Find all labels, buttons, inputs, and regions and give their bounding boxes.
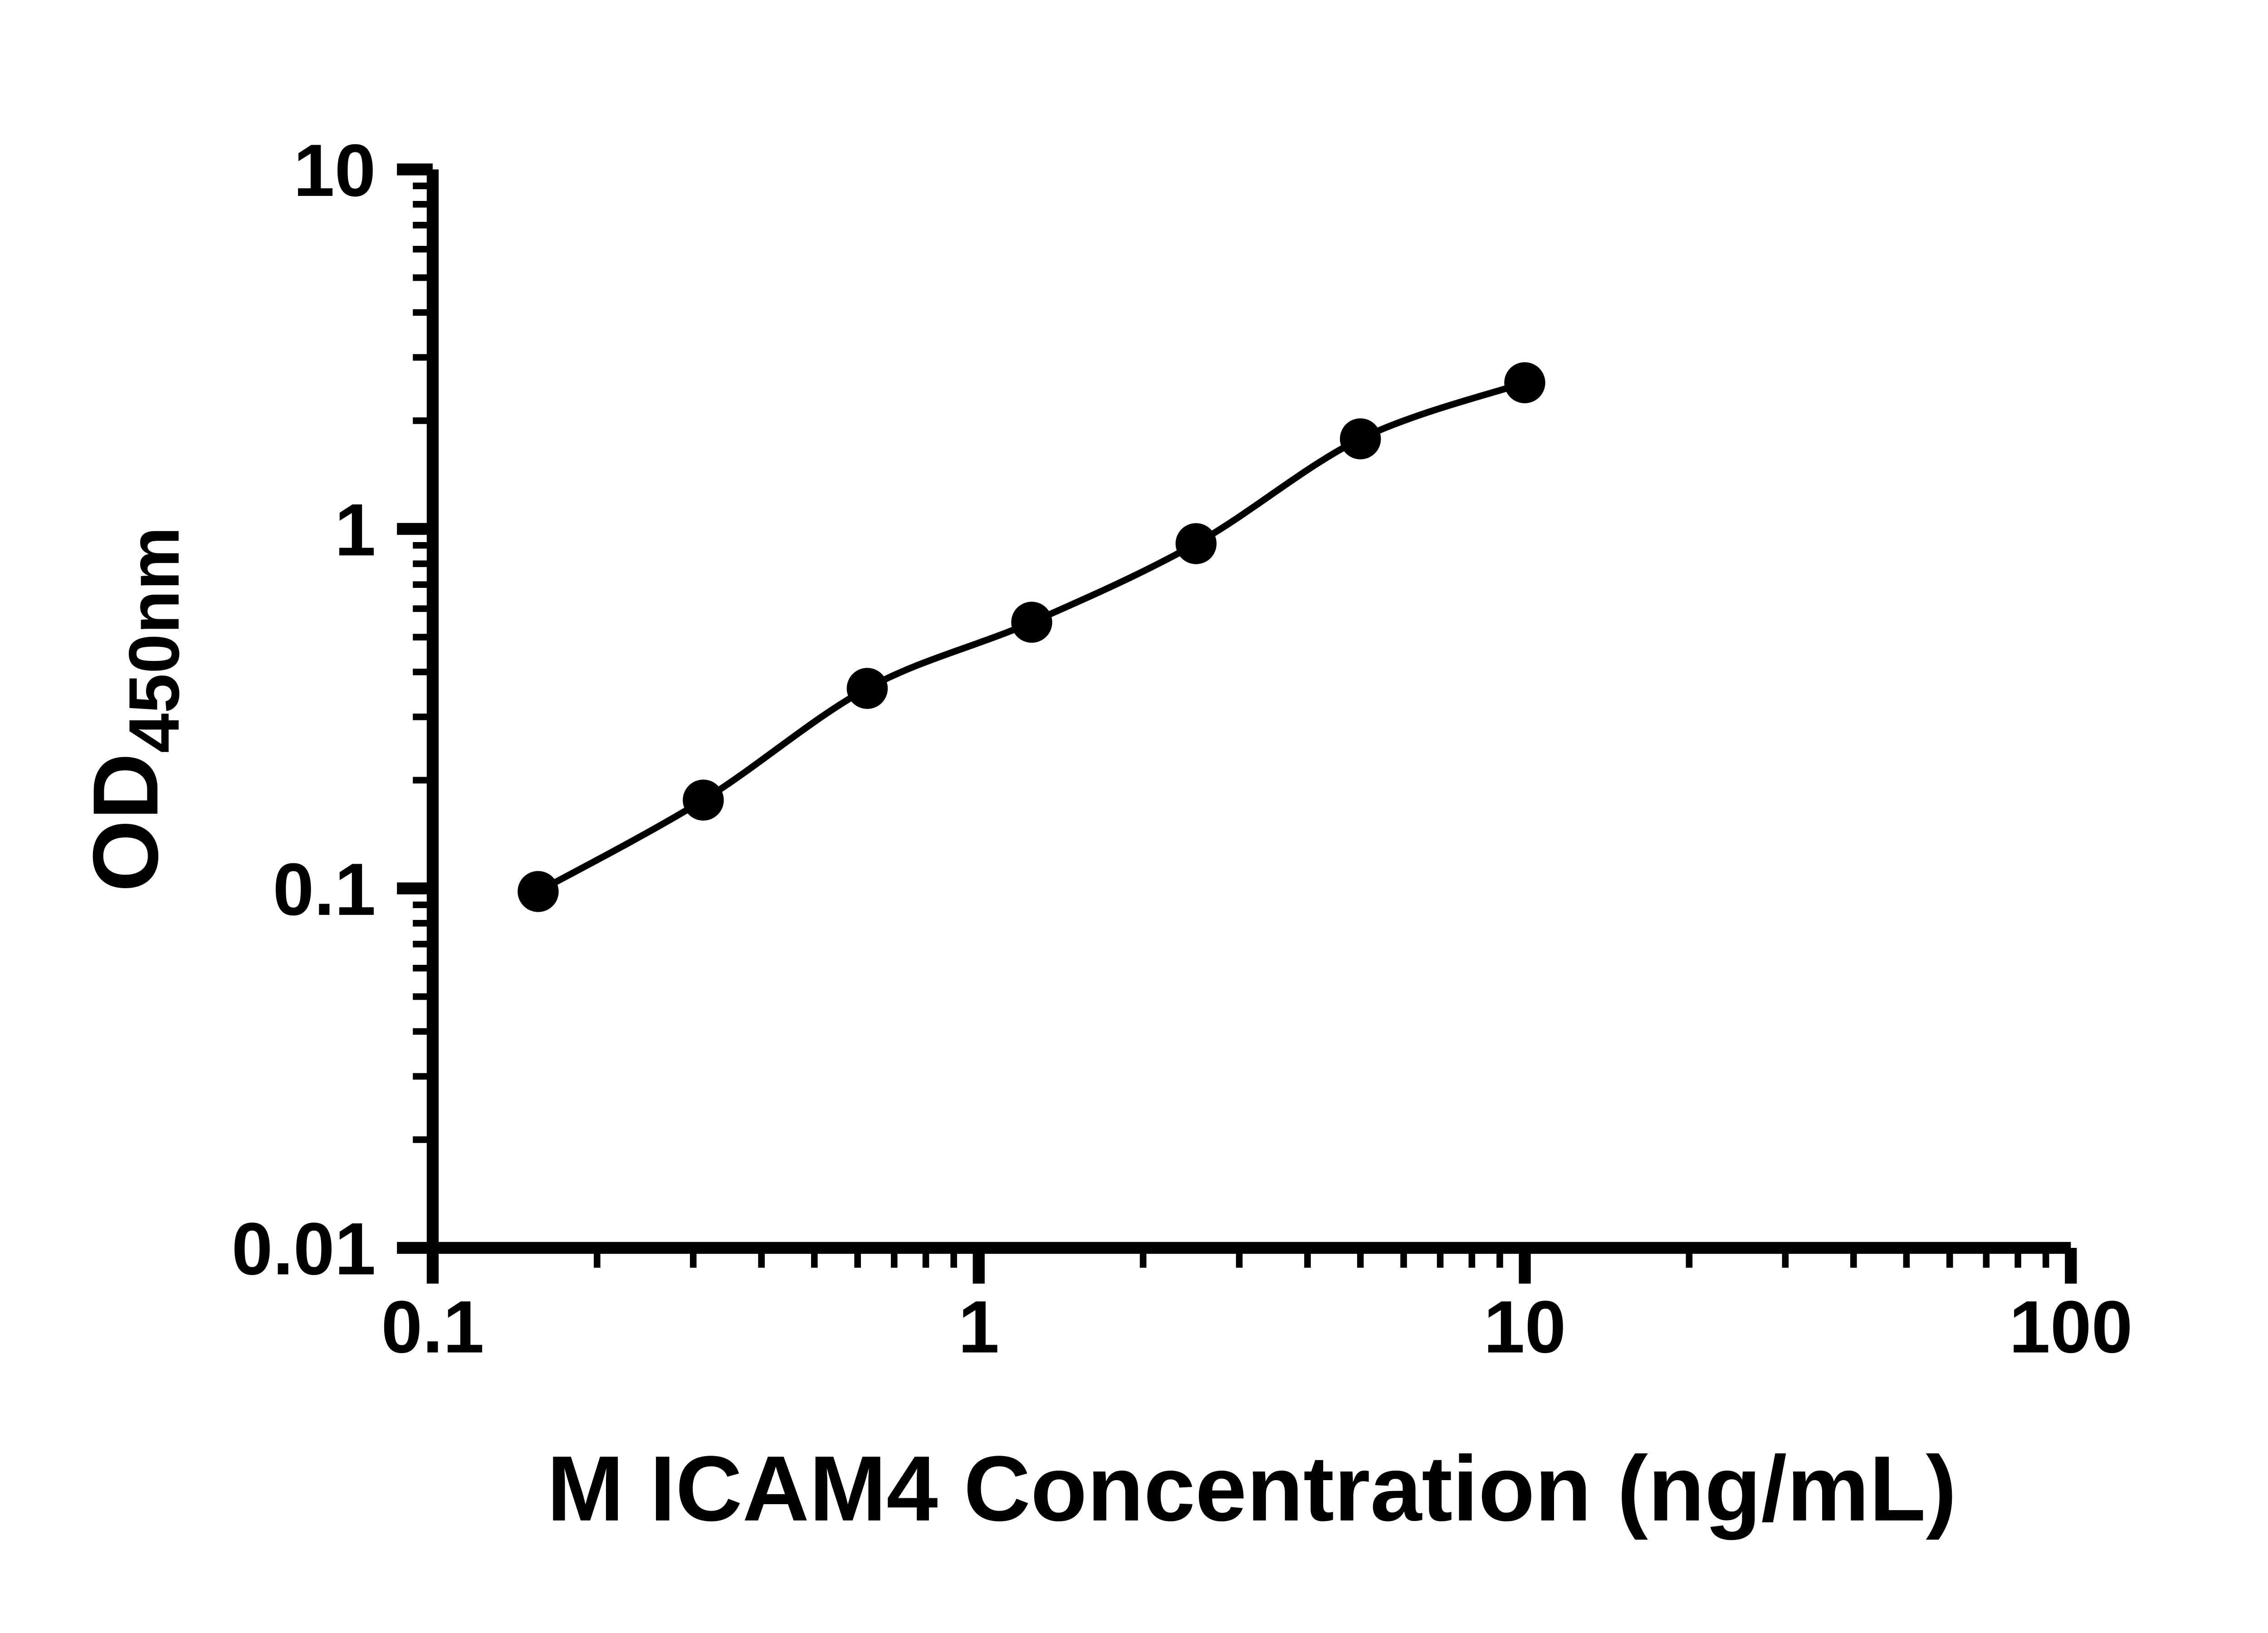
x-tick-label: 0.1: [381, 1285, 484, 1368]
x-tick-label: 100: [2009, 1285, 2133, 1368]
data-point-marker: [518, 871, 559, 912]
y-tick-label: 0.01: [232, 1207, 376, 1290]
x-axis-title: M ICAM4 Concentration (ng/mL): [547, 1437, 1957, 1540]
standard-curve-points: [518, 362, 1545, 912]
x-tick-label: 1: [958, 1285, 999, 1368]
y-tick-label: 0.1: [273, 848, 376, 931]
data-point-marker: [846, 668, 888, 709]
axis-major-ticks: [397, 163, 2077, 1284]
data-point-marker: [1175, 523, 1217, 564]
data-point-marker: [683, 779, 724, 821]
axis-minor-ticks: [413, 182, 2049, 1268]
y-tick-label: 10: [293, 129, 376, 212]
axis-lines: [426, 169, 2071, 1254]
x-tick-label: 10: [1484, 1285, 1566, 1368]
y-axis-tick-labels: 0.01 0.1 1 10: [232, 129, 376, 1290]
y-tick-label: 1: [335, 488, 376, 571]
data-point-marker: [1011, 601, 1052, 643]
x-axis-tick-labels: 0.1 1 10 100: [381, 1285, 2132, 1368]
data-point-marker: [1504, 362, 1545, 403]
data-point-marker: [1339, 418, 1381, 460]
y-axis-title: OD450nm: [74, 527, 194, 892]
